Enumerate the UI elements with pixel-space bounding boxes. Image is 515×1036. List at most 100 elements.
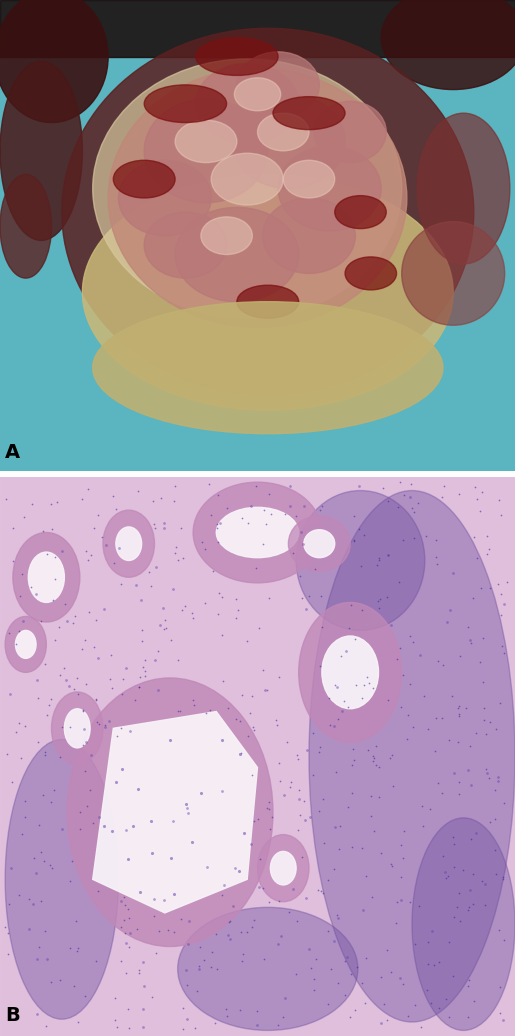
Point [281,989,289,1006]
Point [286,478,295,494]
Point [377,969,385,985]
Point [394,574,403,591]
Point [179,1000,187,1016]
Point [58,821,66,837]
Point [169,812,177,829]
Point [341,987,349,1004]
Point [341,952,349,969]
Point [342,642,350,659]
Point [414,494,422,511]
Point [276,773,284,789]
Ellipse shape [237,285,299,318]
Point [399,666,407,683]
Ellipse shape [278,146,381,231]
Point [397,891,405,908]
Point [49,781,58,798]
Point [40,853,48,869]
Point [455,698,463,715]
Point [438,784,447,801]
Point [363,950,371,967]
Point [431,743,439,759]
Ellipse shape [314,102,386,163]
Point [252,1017,261,1034]
Point [114,540,123,556]
Point [218,589,226,606]
Point [351,1002,359,1018]
Point [79,702,87,719]
Point [117,575,125,592]
Point [388,746,397,762]
Point [407,476,416,492]
Point [406,675,414,692]
Point [125,940,133,956]
Point [485,770,493,786]
Point [225,914,233,930]
Point [338,703,346,720]
Point [494,576,502,593]
Point [73,670,81,687]
Ellipse shape [15,630,36,659]
Point [188,834,196,851]
Point [473,550,482,567]
Point [434,775,442,792]
Point [21,793,29,809]
Point [45,697,53,714]
Ellipse shape [234,78,281,111]
Point [478,630,487,646]
Point [287,774,295,790]
Point [4,924,12,941]
Point [20,509,28,525]
Point [19,826,27,842]
Point [455,486,463,502]
Point [420,688,428,704]
Point [464,762,472,779]
Point [12,636,21,653]
Point [260,501,268,518]
Point [469,591,477,607]
Point [33,950,41,967]
Point [105,713,113,729]
Point [25,921,33,938]
Point [373,556,381,573]
Point [434,653,442,669]
Point [70,978,78,995]
Point [12,724,21,741]
Point [467,776,475,793]
Point [272,712,280,728]
Point [456,648,464,664]
Point [346,1008,354,1025]
Point [32,672,41,689]
Point [396,474,404,491]
Point [139,622,147,638]
Point [302,601,310,617]
Ellipse shape [201,217,252,255]
Ellipse shape [402,222,505,325]
Point [176,702,184,719]
Point [83,481,92,497]
Point [462,699,470,716]
Point [183,800,191,816]
Point [152,559,160,576]
Point [440,478,448,494]
Point [350,752,358,769]
Point [317,883,325,899]
Point [145,564,153,580]
Point [65,678,73,694]
Point [217,886,226,902]
Ellipse shape [175,120,237,163]
Point [250,912,259,928]
Point [181,962,190,979]
Point [42,1017,50,1034]
Point [217,731,226,748]
Point [171,539,180,555]
Ellipse shape [0,0,108,122]
Point [494,773,503,789]
Point [319,885,327,901]
Point [100,717,109,733]
Point [478,872,487,889]
Point [174,702,182,719]
Point [254,879,263,895]
Ellipse shape [28,552,64,602]
Point [160,892,168,909]
Point [393,893,402,910]
